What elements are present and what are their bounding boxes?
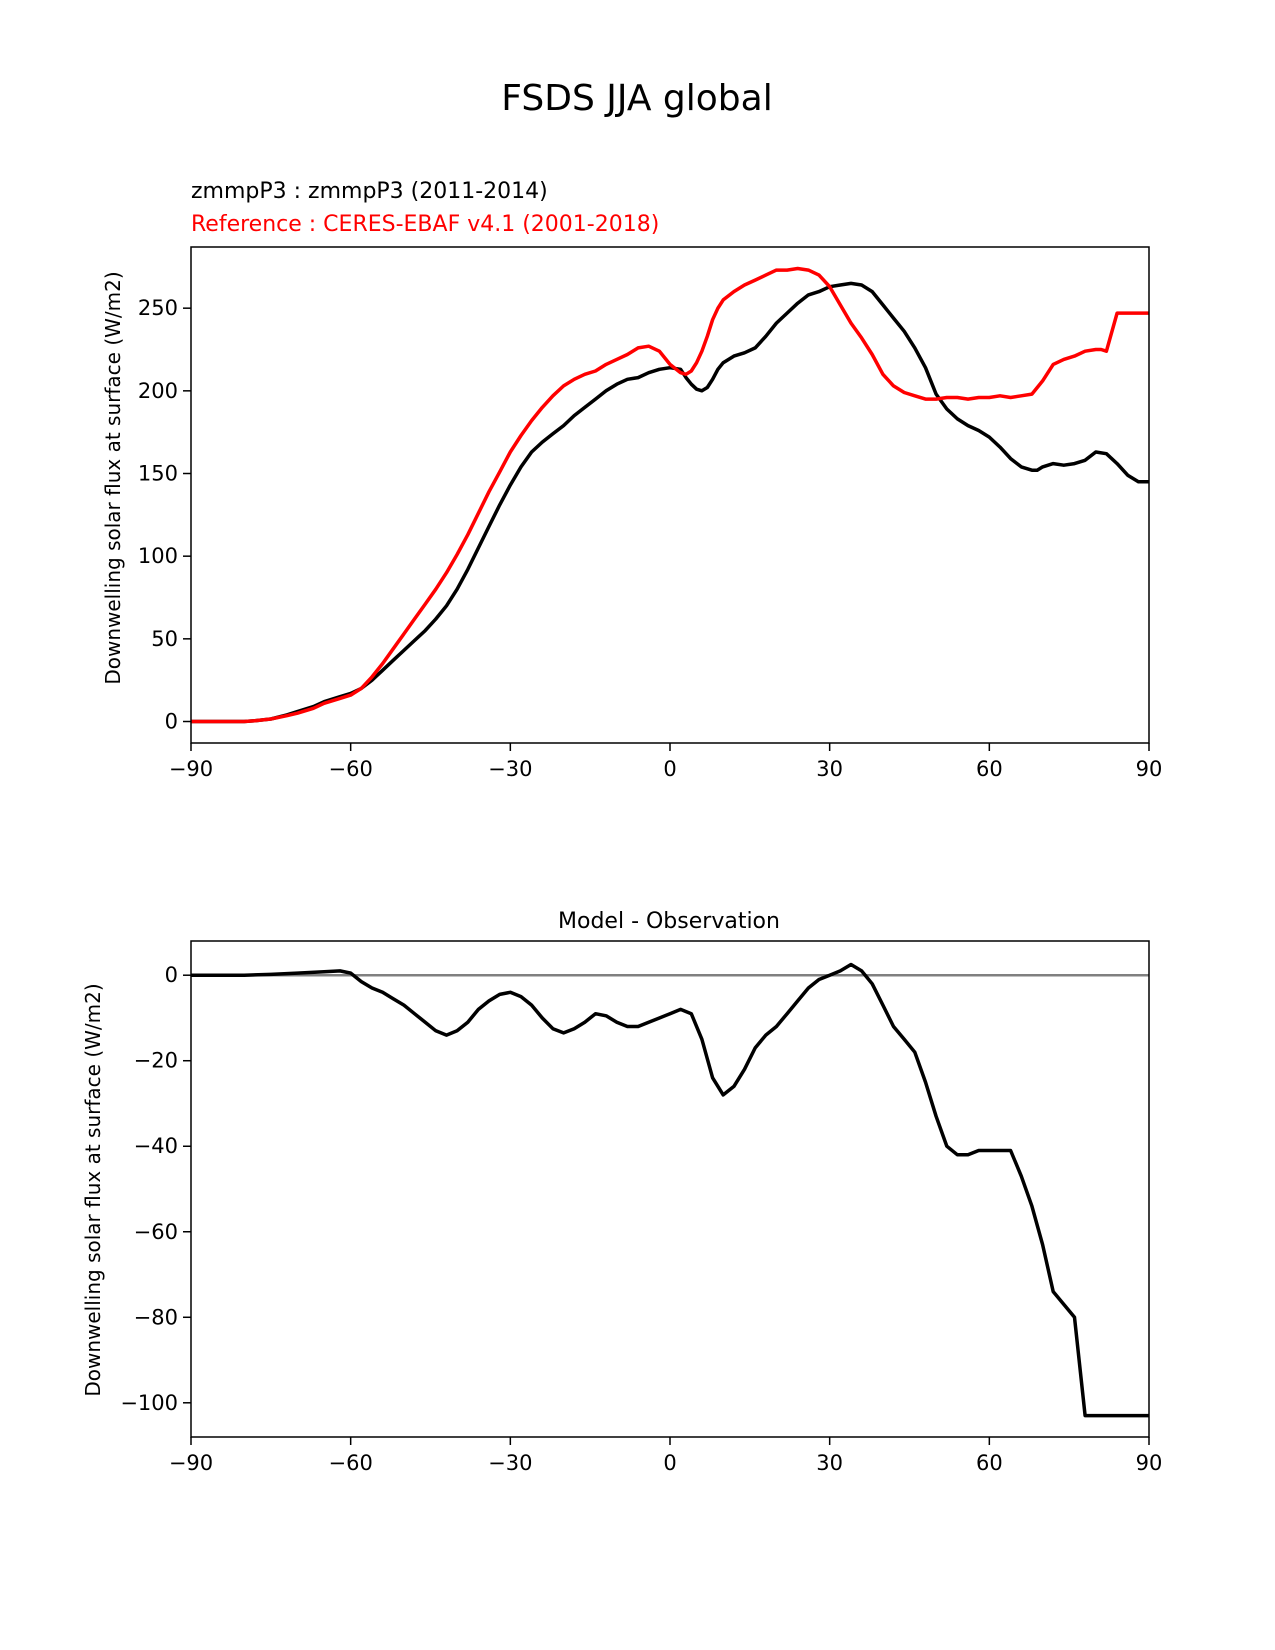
top-y-tick-label: 100 xyxy=(138,544,178,568)
top-x-tick-label: −30 xyxy=(488,757,532,781)
bottom-x-tick-label: 30 xyxy=(816,1451,843,1475)
top-panel-title-reference: Reference : CERES-EBAF v4.1 (2001-2018) xyxy=(191,212,659,237)
top-panel-y-axis-label: Downwelling solar flux at surface (W/m2) xyxy=(101,271,125,684)
figure-title: FSDS JJA global xyxy=(501,78,772,119)
top-series-line-zmmpp3 xyxy=(191,281,1149,724)
top-x-tick-label: 30 xyxy=(816,757,843,781)
top-y-tick-label: 250 xyxy=(138,296,178,320)
top-plot-area: −90 −60 −30 0 30 60 90 0 50 100 150 200 250 xyxy=(138,246,1163,781)
bottom-x-tick-label: 0 xyxy=(663,1451,676,1475)
top-x-tick-label: 0 xyxy=(663,757,676,781)
bottom-x-tick-label: −30 xyxy=(488,1451,532,1475)
bottom-x-tick-label: 90 xyxy=(1136,1451,1163,1475)
bottom-x-tick-label: 60 xyxy=(976,1451,1003,1475)
top-x-tick-label: 90 xyxy=(1136,757,1163,781)
bottom-y-tick-label: −100 xyxy=(120,1391,178,1415)
top-y-tick-label: 150 xyxy=(138,462,178,486)
bottom-y-tick-label: −20 xyxy=(134,1049,178,1073)
bottom-x-tick-label: −60 xyxy=(329,1451,373,1475)
top-panel: zmmpP3 : zmmpP3 (2011-2014) Reference : … xyxy=(101,179,1162,781)
bottom-x-tick-label: −90 xyxy=(169,1451,213,1475)
bottom-y-tick-label: 0 xyxy=(165,963,178,987)
bottom-panel-y-axis-label: Downwelling solar flux at surface (W/m2) xyxy=(81,983,105,1396)
bottom-y-tick-label: −60 xyxy=(134,1220,178,1244)
top-y-tick-label: 200 xyxy=(138,379,178,403)
top-series-line-ceres-ebaf-v4-1 xyxy=(191,266,1149,724)
top-x-tick-label: −60 xyxy=(329,757,373,781)
top-x-tick-label: 60 xyxy=(976,757,1003,781)
top-x-tick-label: −90 xyxy=(169,757,213,781)
bottom-panel-title: Model - Observation xyxy=(558,909,780,934)
top-y-tick-label: 0 xyxy=(165,710,178,734)
bottom-series-line-1 xyxy=(191,962,1149,1418)
bottom-panel: Model - Observation Downwelling solar fl… xyxy=(81,909,1162,1475)
top-panel-title-model: zmmpP3 : zmmpP3 (2011-2014) xyxy=(191,179,548,204)
bottom-plot-area: −90 −60 −30 0 30 60 90 0 −20 −40 −60 −80 −100 xyxy=(120,940,1163,1475)
top-y-tick-label: 50 xyxy=(151,627,178,651)
bottom-y-tick-label: −80 xyxy=(134,1305,178,1329)
top-plot-frame xyxy=(190,246,1150,744)
bottom-y-tick-label: −40 xyxy=(134,1134,178,1158)
